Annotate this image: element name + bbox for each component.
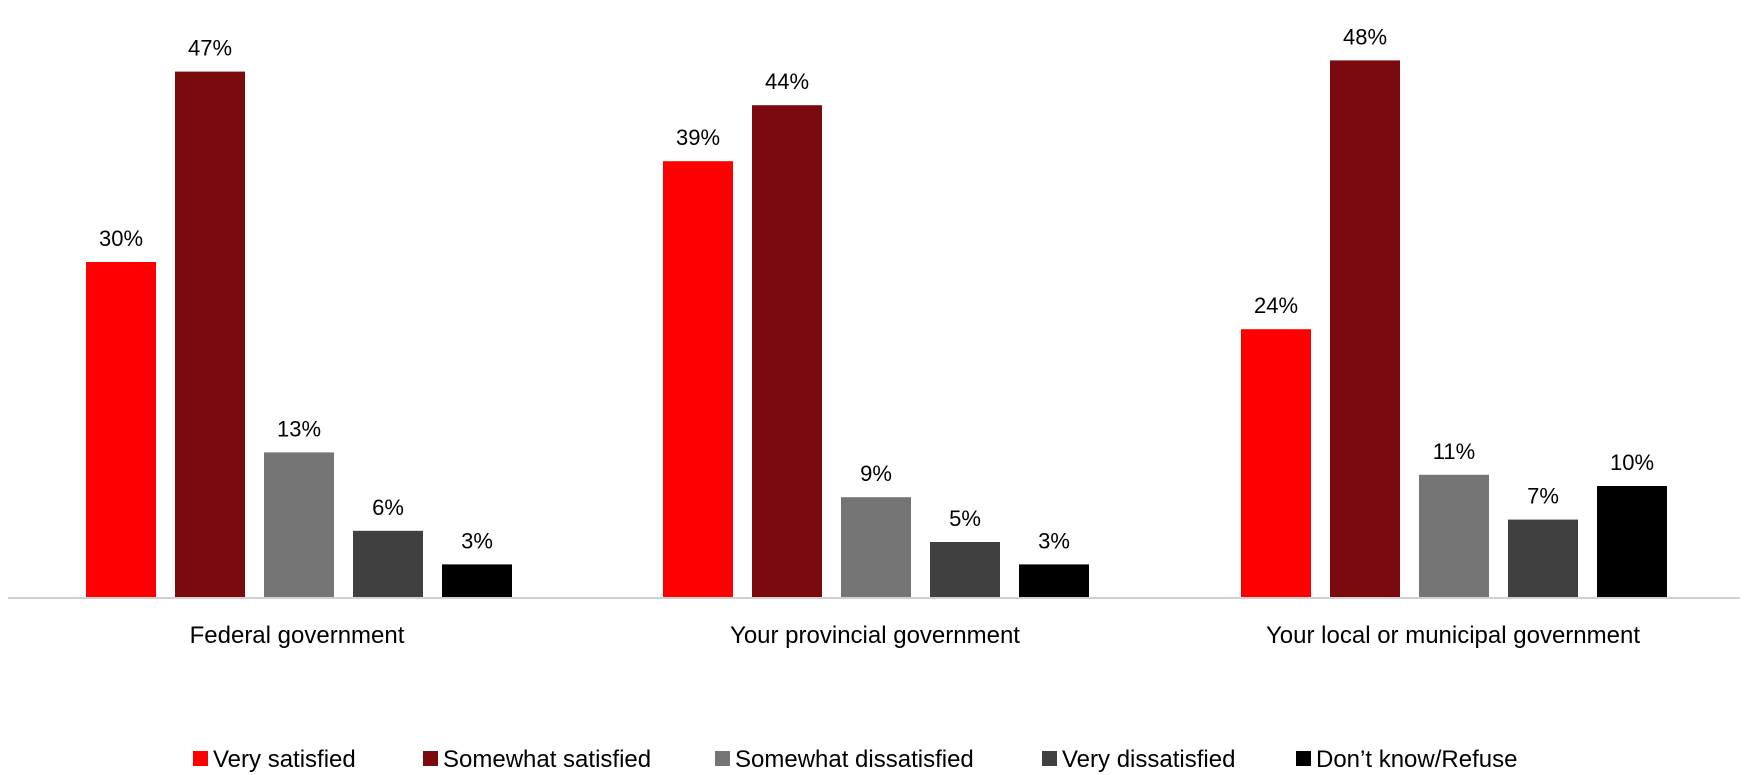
data-label: 3% [1038, 528, 1070, 553]
legend-swatch [423, 751, 438, 766]
bar [175, 71, 245, 599]
bar [353, 530, 423, 598]
data-label: 7% [1527, 484, 1559, 509]
bar [1508, 519, 1578, 598]
bar [663, 161, 733, 598]
bar [86, 262, 156, 598]
category-label: Your provincial government [730, 622, 1020, 649]
data-label: 47% [188, 36, 232, 61]
bar [930, 542, 1000, 598]
legend-label: Somewhat dissatisfied [735, 746, 974, 773]
data-label: 24% [1254, 293, 1298, 318]
bar [1419, 474, 1489, 598]
data-label: 6% [372, 495, 404, 520]
bar [1019, 564, 1089, 598]
bar [264, 452, 334, 598]
data-label: 39% [676, 125, 720, 150]
legend-label: Somewhat satisfied [443, 746, 651, 773]
bar [442, 564, 512, 598]
data-label: 13% [277, 416, 321, 441]
legend-swatch [1296, 751, 1311, 766]
bars-layer [86, 60, 1667, 599]
data-label: 11% [1433, 439, 1475, 464]
data-label: 10% [1610, 450, 1654, 475]
legend-label: Don’t know/Refuse [1316, 746, 1517, 773]
category-labels-layer: Federal government Your provincial govern… [190, 622, 1641, 649]
category-label: Your local or municipal government [1266, 622, 1640, 649]
legend-swatch [715, 751, 730, 766]
category-label: Federal government [190, 622, 405, 649]
data-labels-layer: 30% 47% 13% 6% 3% 39% 44% 9% 5% 3% 24% 48% 11% 7% 10% [99, 24, 1654, 553]
data-label: 9% [860, 461, 892, 486]
legend-swatch [193, 751, 208, 766]
legend-swatch [1042, 751, 1057, 766]
bar [1241, 329, 1311, 598]
legend-label: Very dissatisfied [1062, 746, 1235, 773]
bar [1597, 486, 1667, 598]
data-label: 3% [461, 528, 493, 553]
data-label: 44% [765, 69, 809, 94]
data-label: 5% [949, 506, 981, 531]
bar [841, 497, 911, 598]
legend-label: Very satisfied [213, 746, 356, 773]
data-label: 48% [1343, 24, 1387, 49]
bar [1330, 60, 1400, 598]
data-label: 30% [99, 226, 143, 251]
bar [752, 105, 822, 598]
legend: Very satisfied Somewhat satisfied Somewhat… [193, 746, 1517, 773]
